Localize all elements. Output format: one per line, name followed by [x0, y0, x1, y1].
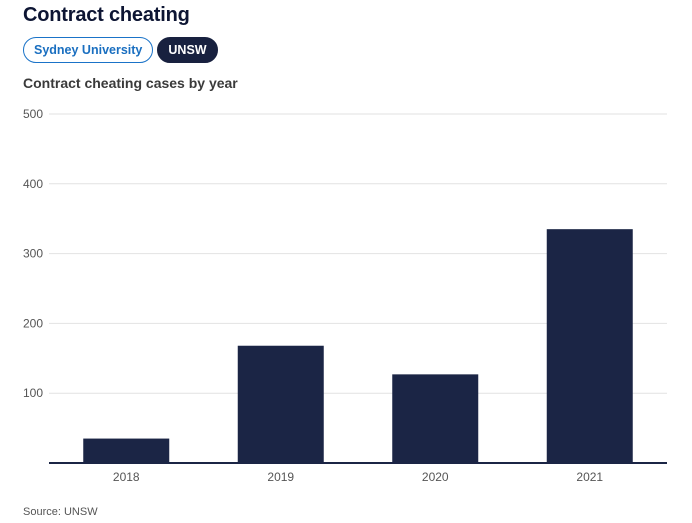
y-tick-label-100: 100	[23, 386, 43, 400]
tab-sydney-university[interactable]: Sydney University	[23, 37, 154, 63]
x-tick-label-2018: 2018	[113, 470, 140, 484]
tab-unsw[interactable]: UNSW	[157, 37, 218, 63]
x-tick-label-2021: 2021	[576, 470, 603, 484]
source-note: Source: UNSW	[23, 506, 98, 518]
y-tick-label-400: 400	[23, 177, 43, 191]
chart-subtitle: Contract cheating cases by year	[23, 75, 238, 91]
university-tabs: Sydney University UNSW	[23, 37, 218, 63]
bar-2020	[392, 374, 479, 463]
bar-2019	[237, 345, 324, 463]
y-tick-label-200: 200	[23, 316, 43, 330]
bar-2021	[546, 229, 633, 463]
bar-chart: 100 200 300 400 500 2018 2019 2020 2021	[23, 107, 667, 484]
x-tick-label-2020: 2020	[422, 470, 449, 484]
y-tick-label-500: 500	[23, 107, 43, 121]
y-tick-label-300: 300	[23, 247, 43, 261]
chart-title: Contract cheating	[23, 4, 190, 26]
x-tick-label-2019: 2019	[267, 470, 294, 484]
bar-2018	[83, 438, 170, 463]
